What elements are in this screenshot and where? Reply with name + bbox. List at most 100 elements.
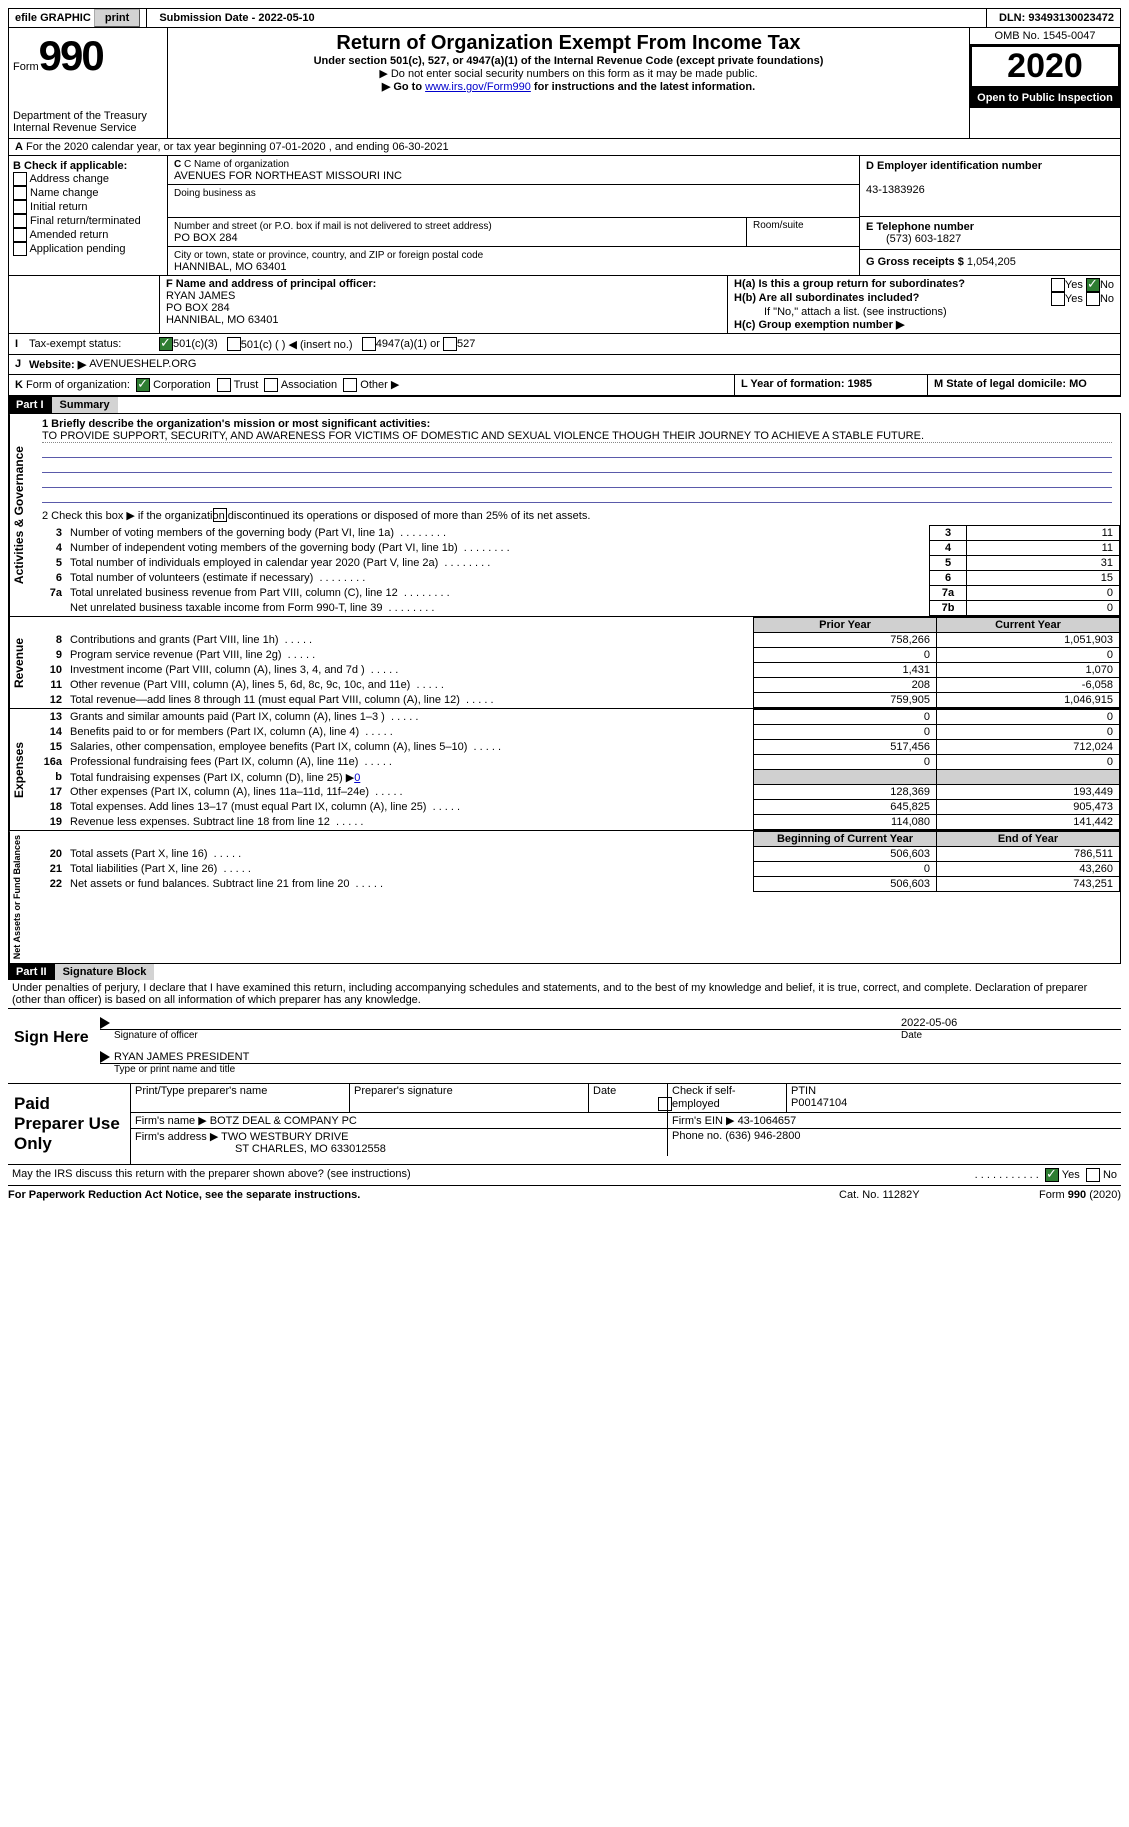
hb-no[interactable] [1086,292,1100,306]
i-501c3[interactable] [159,337,173,351]
mission: TO PROVIDE SUPPORT, SECURITY, AND AWAREN… [42,430,1112,443]
ein: 43-1383926 [866,184,925,196]
pp-name-lbl: Print/Type preparer's name [131,1084,350,1113]
addr-hdr: Number and street (or P.O. box if mail i… [174,221,492,232]
omb: OMB No. 1545-0047 [970,28,1120,45]
sig-arrow2-icon [100,1051,110,1063]
firm-ein: 43-1064657 [738,1115,797,1127]
k-other[interactable] [343,378,357,392]
footer-left: For Paperwork Reduction Act Notice, see … [8,1189,839,1201]
Hb: H(b) Are all subordinates included? [734,292,919,304]
part1-title: Summary [52,397,118,413]
firm-addr1: TWO WESTBURY DRIVE [221,1131,348,1143]
ha-yes[interactable] [1051,278,1065,292]
ptin-lbl: PTIN [791,1085,816,1097]
i-501c[interactable] [227,337,241,351]
org-name: AVENUES FOR NORTHEAST MISSOURI INC [174,170,402,182]
ptin: P00147104 [791,1097,847,1109]
l2-check[interactable] [213,508,227,522]
footer-right: Form 990 (2020) [1039,1189,1121,1201]
addr: PO BOX 284 [174,232,238,244]
officer-addr2: HANNIBAL, MO 63401 [166,314,279,326]
boxF-hdr: F Name and address of principal officer: [166,278,376,290]
l2: 2 Check this box ▶ if the organization d… [42,510,590,522]
phone-lbl: Phone no. [672,1130,725,1142]
k-assoc[interactable] [264,378,278,392]
sec-exp: Expenses [9,709,34,830]
part2-title: Signature Block [55,964,155,980]
self-emp-check[interactable] [658,1097,672,1111]
firm-addr2: ST CHARLES, MO 633012558 [135,1143,386,1155]
tax-year: 2020 [970,45,1120,88]
boxC-hdr: C Name of organization [184,159,289,170]
city: HANNIBAL, MO 63401 [174,261,287,273]
k-trust[interactable] [217,378,231,392]
boxD-hdr: D Employer identification number [866,160,1042,172]
firm-name: BOTZ DEAL & COMPANY PC [210,1115,357,1127]
city-hdr: City or town, state or province, country… [174,250,483,261]
k-corp[interactable] [136,378,150,392]
phone: (573) 603-1827 [866,233,961,245]
dba-label: Doing business as [174,188,256,199]
may-yes[interactable] [1045,1168,1059,1182]
table-top: 3Number of voting members of the governi… [34,525,1120,616]
sec-rev: Revenue [9,617,34,708]
may-no[interactable] [1086,1168,1100,1182]
boxG-hdr: G Gross receipts $ [866,256,967,268]
rowK-txt: Form of organization: [26,379,130,391]
name-lbl: Type or print name and title [100,1064,1121,1075]
form-label: Form [13,61,39,73]
sig-arrow-icon [100,1017,110,1029]
l1: 1 Briefly describe the organization's mi… [42,418,430,430]
irs-link[interactable]: www.irs.gov/Form990 [425,81,531,93]
rowK-lbl: K [15,379,23,391]
sign-here: Sign Here [8,1009,100,1083]
rowI-txt: Tax-exempt status: [29,338,159,350]
dln-label: DLN: [999,12,1028,24]
pp-sig-lbl: Preparer's signature [350,1084,589,1113]
website: AVENUESHELP.ORG [89,358,196,371]
firm-addr-lbl: Firm's address ▶ [135,1131,218,1143]
pp-check: Check if self-employed [672,1085,736,1110]
prep-phone: (636) 946-2800 [725,1130,800,1142]
open-inspection: Open to Public Inspection [970,88,1120,108]
goto-pre: ▶ Go to [382,81,425,93]
Hb-note: If "No," attach a list. (see instruction… [734,306,1114,318]
firm-ein-lbl: Firm's EIN ▶ [672,1115,735,1127]
boxE-hdr: E Telephone number [866,221,974,233]
hb-yes[interactable] [1051,292,1065,306]
a-line: For the 2020 calendar year, or tax year … [26,141,449,153]
rowJ-txt: Website: ▶ [29,358,86,371]
subtitle-2: ▶ Do not enter social security numbers o… [172,67,965,80]
room-label: Room/suite [747,218,859,246]
date-lbl: Date [901,1030,1121,1041]
footer-center: Cat. No. 11282Y [839,1189,1039,1201]
may-discuss: May the IRS discuss this return with the… [12,1168,975,1182]
top-bar: efile GRAPHIC print Submission Date - 20… [8,8,1121,28]
dept: Department of the Treasury Internal Reve… [13,110,163,134]
form-title: Return of Organization Exempt From Incom… [172,32,965,55]
paid-preparer: Paid Preparer Use Only [8,1084,131,1164]
gross: 1,054,205 [967,256,1016,268]
table-netassets: Beginning of Current YearEnd of Year20To… [34,831,1120,892]
officer-name: RYAN JAMES [166,290,235,302]
sig-date: 2022-05-06 [901,1017,1121,1029]
i-527[interactable] [443,337,457,351]
Ha: H(a) Is this a group return for subordin… [734,278,965,290]
efile-label: efile GRAPHIC [15,12,91,24]
ha-no[interactable] [1086,278,1100,292]
i-4947[interactable] [362,337,376,351]
subdate: 2022-05-10 [258,12,314,24]
pp-date-lbl: Date [589,1084,668,1113]
officer-addr1: PO BOX 284 [166,302,230,314]
part2-bar: Part II [8,964,55,980]
signer-name: RYAN JAMES PRESIDENT [114,1051,249,1063]
Hc: H(c) Group exemption number ▶ [734,319,904,331]
rowK-M: M State of legal domicile: MO [934,378,1087,390]
goto-post: for instructions and the latest informat… [531,81,755,93]
boxB-hdr: B Check if applicable: [13,160,127,172]
declaration: Under penalties of perjury, I declare th… [8,980,1121,1009]
subdate-label: Submission Date - [159,12,258,24]
sig-lbl: Signature of officer [114,1030,901,1041]
print-button[interactable]: print [94,9,140,27]
